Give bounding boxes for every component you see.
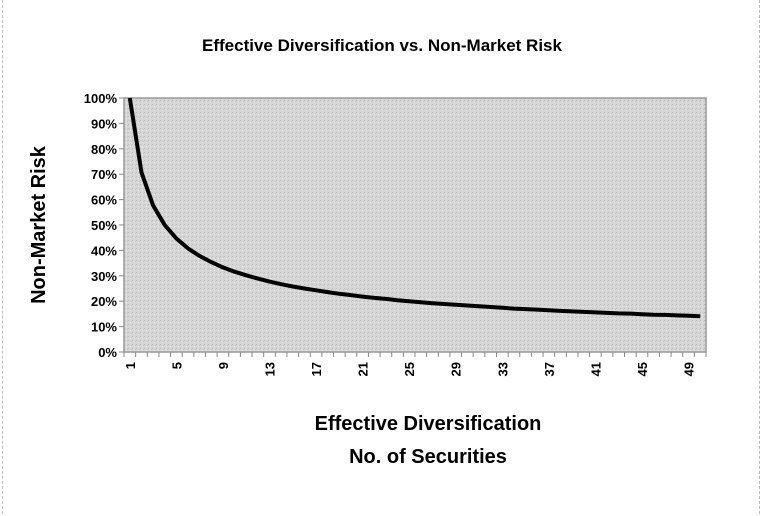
x-axis-title-line1: Effective Diversification bbox=[315, 413, 542, 435]
y-tick-label: 80% bbox=[91, 142, 117, 157]
y-tick-label: 10% bbox=[91, 320, 117, 335]
x-tick-label: 21 bbox=[356, 362, 371, 376]
x-tick-label: 33 bbox=[495, 362, 510, 376]
y-tick-label: 50% bbox=[91, 218, 117, 233]
x-tick-label: 29 bbox=[449, 362, 464, 376]
y-tick-label: 40% bbox=[91, 243, 117, 258]
y-tick-label: 90% bbox=[91, 116, 117, 131]
y-tick-label: 20% bbox=[91, 294, 117, 309]
x-tick-label: 45 bbox=[635, 362, 650, 376]
x-tick-label: 17 bbox=[309, 362, 324, 376]
y-tick-label: 60% bbox=[91, 193, 117, 208]
y-tick-label: 0% bbox=[98, 345, 117, 360]
x-tick-label: 25 bbox=[402, 362, 417, 376]
plot-area bbox=[123, 97, 707, 353]
x-tick-label: 1 bbox=[123, 362, 138, 369]
y-tick-label: 70% bbox=[91, 167, 117, 182]
x-tick-label: 49 bbox=[682, 362, 697, 376]
y-tick-label: 30% bbox=[91, 269, 117, 284]
x-axis-title-line2: No. of Securities bbox=[349, 446, 507, 468]
y-axis-title: Non-Market Risk bbox=[28, 145, 50, 304]
x-tick-label: 41 bbox=[588, 362, 603, 376]
x-tick-label: 37 bbox=[542, 362, 557, 376]
x-tick-label: 13 bbox=[263, 362, 278, 376]
x-tick-label: 9 bbox=[216, 362, 231, 369]
y-tick-label: 100% bbox=[84, 91, 118, 106]
chart-title: Effective Diversification vs. Non-Market… bbox=[202, 36, 563, 55]
x-tick-label: 5 bbox=[169, 362, 184, 369]
series-line-non-market-risk bbox=[127, 97, 701, 319]
